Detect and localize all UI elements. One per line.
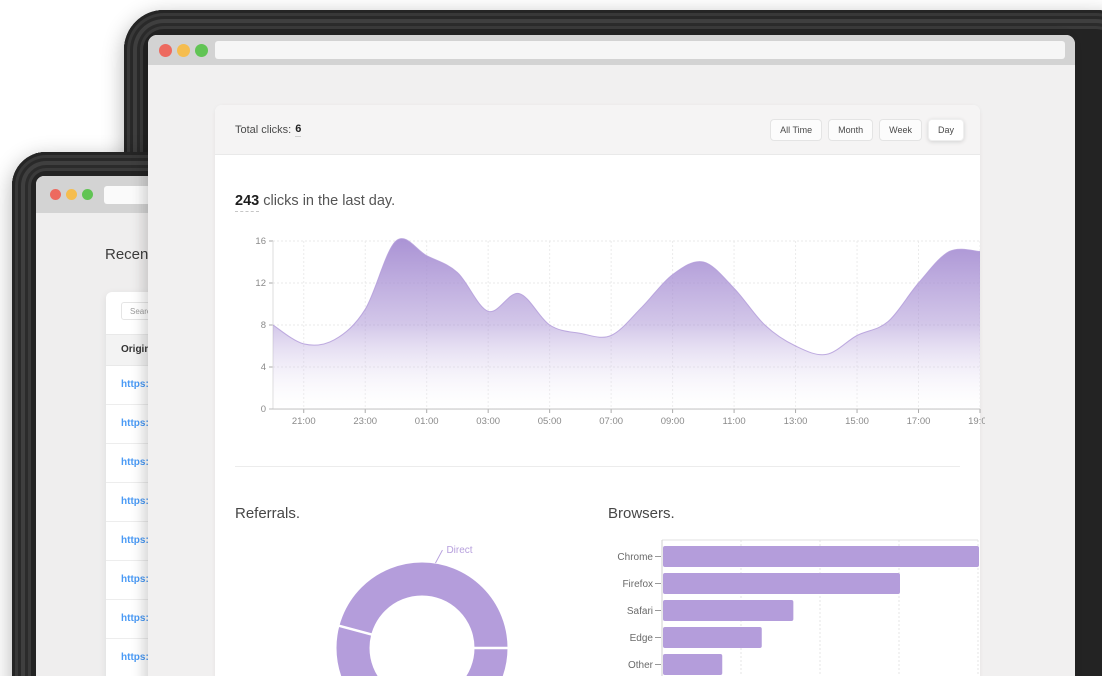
front-traffic-lights [159,44,208,57]
svg-text:0: 0 [261,404,266,415]
svg-text:Other: Other [628,660,654,671]
svg-text:21:00: 21:00 [292,416,316,427]
back-traffic-lights [50,189,93,200]
maximize-window-icon[interactable] [195,44,208,57]
svg-text:17:00: 17:00 [907,416,931,427]
section-divider [235,466,960,467]
time-range-buttons: All Time Month Week Day [770,118,964,141]
svg-text:12: 12 [255,278,266,289]
browsers-title: Browsers. [608,505,675,522]
svg-text:11:00: 11:00 [723,416,746,427]
svg-text:16: 16 [255,236,266,247]
month-button[interactable]: Month [828,118,874,141]
svg-text:8: 8 [261,320,266,331]
minimize-window-icon[interactable] [177,44,190,57]
total-clicks-value: 6 [295,122,302,137]
original-url-link[interactable]: https:// [121,496,155,507]
svg-text:15:00: 15:00 [845,416,869,427]
svg-text:Firefox: Firefox [622,579,653,590]
svg-text:05:00: 05:00 [538,416,562,427]
stats-card: Total clicks: 6 All Time Month Week Day … [215,105,985,676]
close-window-icon[interactable] [50,189,61,200]
front-url-bar[interactable] [215,41,1065,59]
original-url-link[interactable]: https:// [121,418,155,429]
svg-text:09:00: 09:00 [661,416,685,427]
total-clicks-label: Total clicks: [235,123,292,136]
clicks-headline-text: clicks in the last day. [259,193,396,209]
svg-text:4: 4 [261,362,266,373]
close-window-icon[interactable] [159,44,172,57]
referrals-donut-chart: Direct [332,545,514,676]
original-url-link[interactable]: https:// [121,574,155,585]
svg-text:23:00: 23:00 [353,416,377,427]
svg-text:Edge: Edge [630,633,654,644]
table-row[interactable]: https:// [106,639,560,676]
clicks-count: 243 [235,193,260,212]
clicks-area-chart: 21:00 23:00 01:00 03:00 05:00 07:00 09:00 11:00… [255,236,985,427]
front-titlebar [148,35,1075,65]
svg-text:Chrome: Chrome [617,552,653,563]
front-window-content: Total clicks: 6 All Time Month Week Day … [148,35,1075,676]
svg-text:03:00: 03:00 [476,416,500,427]
referrals-title: Referrals. [235,505,301,522]
svg-text:Direct: Direct [446,545,472,556]
maximize-window-icon[interactable] [82,189,93,200]
original-url-link[interactable]: https:// [121,652,155,663]
week-button[interactable]: Week [879,118,922,141]
minimize-window-icon[interactable] [66,189,77,200]
svg-text:01:00: 01:00 [415,416,439,427]
original-url-link[interactable]: https:// [121,613,155,624]
original-url-link[interactable]: https:// [121,535,155,546]
clicks-headline: 243 clicks in the last day. [235,193,396,212]
svg-text:07:00: 07:00 [599,416,623,427]
svg-text:13:00: 13:00 [784,416,808,427]
original-url-link[interactable]: https:// [121,457,155,468]
stats-card-header: Total clicks: 6 All Time Month Week Day [215,105,980,155]
svg-text:19:00: 19:00 [968,416,985,427]
day-button[interactable]: Day [927,118,964,141]
all-time-button[interactable]: All Time [770,118,823,141]
svg-text:Safari: Safari [627,606,653,617]
original-url-link[interactable]: https:// [121,379,155,390]
browsers-bar-chart: Chrome Firefox Safari Edge Other [617,539,979,676]
